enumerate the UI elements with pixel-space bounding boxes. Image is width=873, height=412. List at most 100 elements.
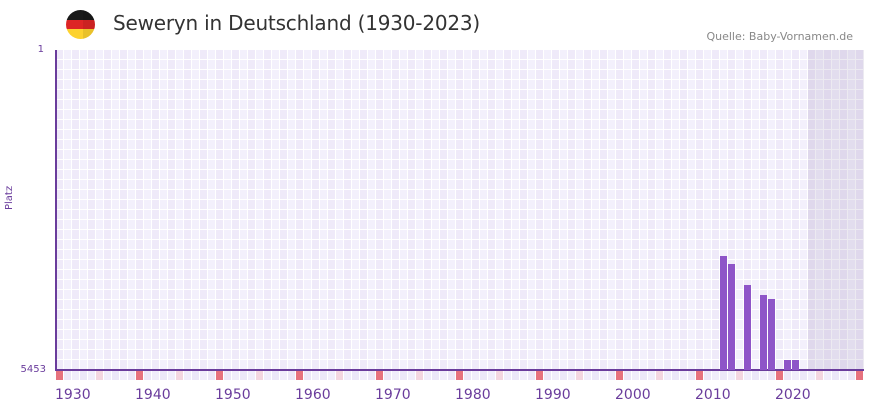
year-marker bbox=[400, 371, 407, 380]
year-marker bbox=[752, 371, 759, 380]
year-marker bbox=[696, 371, 703, 380]
year-marker bbox=[88, 371, 95, 380]
bar-2014[interactable] bbox=[728, 264, 735, 370]
y-axis-title: Platz bbox=[4, 185, 15, 210]
chart-title: Seweryn in Deutschland (1930-2023) bbox=[113, 11, 481, 35]
year-marker bbox=[712, 371, 719, 380]
year-marker bbox=[760, 371, 767, 380]
x-tick-1950: 1950 bbox=[215, 387, 251, 403]
year-marker bbox=[320, 371, 327, 380]
year-marker bbox=[800, 371, 807, 380]
year-marker bbox=[544, 371, 551, 380]
year-marker bbox=[216, 371, 223, 380]
bar-2018[interactable] bbox=[760, 295, 767, 370]
year-marker bbox=[640, 371, 647, 380]
x-tick-1940: 1940 bbox=[135, 387, 171, 403]
year-marker bbox=[104, 371, 111, 380]
year-marker bbox=[680, 371, 687, 380]
x-tick-2020: 2020 bbox=[775, 387, 811, 403]
year-marker bbox=[336, 371, 343, 380]
x-tick-1980: 1980 bbox=[455, 387, 491, 403]
year-marker bbox=[296, 371, 303, 380]
year-marker bbox=[128, 371, 135, 380]
year-marker bbox=[368, 371, 375, 380]
x-tick-1990: 1990 bbox=[535, 387, 571, 403]
source-label: Quelle: Baby-Vornamen.de bbox=[706, 30, 853, 43]
year-marker bbox=[832, 371, 839, 380]
year-marker bbox=[568, 371, 575, 380]
x-tick-2010: 2010 bbox=[695, 387, 731, 403]
year-marker bbox=[64, 371, 71, 380]
year-marker bbox=[280, 371, 287, 380]
year-marker bbox=[704, 371, 711, 380]
year-marker bbox=[240, 371, 247, 380]
year-marker bbox=[424, 371, 431, 380]
year-marker bbox=[168, 371, 175, 380]
year-marker bbox=[608, 371, 615, 380]
bar-2013[interactable] bbox=[720, 256, 727, 370]
year-marker bbox=[784, 371, 791, 380]
year-marker bbox=[496, 371, 503, 380]
bar-2021[interactable] bbox=[784, 360, 791, 370]
year-marker bbox=[840, 371, 847, 380]
year-marker bbox=[192, 371, 199, 380]
future-shaded-region bbox=[808, 50, 864, 370]
year-marker bbox=[136, 371, 143, 380]
year-marker bbox=[456, 371, 463, 380]
year-marker bbox=[616, 371, 623, 380]
flag-stripe-red bbox=[66, 19, 95, 30]
germany-flag-icon bbox=[66, 10, 95, 39]
year-marker bbox=[560, 371, 567, 380]
year-marker bbox=[592, 371, 599, 380]
year-marker bbox=[672, 371, 679, 380]
flag-shade bbox=[83, 10, 95, 39]
year-marker bbox=[248, 371, 255, 380]
year-marker bbox=[224, 371, 231, 380]
bar-2016[interactable] bbox=[744, 285, 751, 370]
year-marker bbox=[200, 371, 207, 380]
y-axis-line bbox=[55, 50, 57, 370]
year-marker bbox=[728, 371, 735, 380]
flag-stripe-black bbox=[66, 10, 95, 20]
year-marker bbox=[464, 371, 471, 380]
bar-2019[interactable] bbox=[768, 299, 775, 370]
year-marker bbox=[384, 371, 391, 380]
year-marker bbox=[664, 371, 671, 380]
year-marker bbox=[632, 371, 639, 380]
y-tick-bottom: 5453 bbox=[20, 364, 46, 375]
year-marker bbox=[808, 371, 815, 380]
x-tick-1930: 1930 bbox=[55, 387, 91, 403]
y-tick-top: 1 bbox=[37, 44, 44, 55]
year-marker bbox=[528, 371, 535, 380]
year-marker bbox=[472, 371, 479, 380]
year-marker bbox=[512, 371, 519, 380]
year-marker bbox=[648, 371, 655, 380]
year-marker bbox=[144, 371, 151, 380]
year-marker bbox=[736, 371, 743, 380]
year-marker bbox=[656, 371, 663, 380]
year-marker bbox=[184, 371, 191, 380]
year-marker bbox=[328, 371, 335, 380]
year-marker bbox=[744, 371, 751, 380]
year-marker bbox=[256, 371, 263, 380]
year-marker bbox=[312, 371, 319, 380]
year-marker bbox=[352, 371, 359, 380]
flag-stripe-gold bbox=[66, 29, 95, 39]
year-marker bbox=[816, 371, 823, 380]
year-marker bbox=[824, 371, 831, 380]
grid bbox=[56, 50, 864, 370]
year-marker bbox=[392, 371, 399, 380]
year-marker bbox=[160, 371, 167, 380]
bar-2022[interactable] bbox=[792, 360, 799, 370]
year-marker bbox=[576, 371, 583, 380]
year-marker bbox=[80, 371, 87, 380]
year-marker bbox=[288, 371, 295, 380]
year-marker bbox=[208, 371, 215, 380]
year-marker bbox=[360, 371, 367, 380]
year-marker bbox=[408, 371, 415, 380]
year-marker bbox=[488, 371, 495, 380]
year-marker bbox=[768, 371, 775, 380]
year-marker bbox=[776, 371, 783, 380]
year-marker bbox=[624, 371, 631, 380]
year-marker bbox=[272, 371, 279, 380]
